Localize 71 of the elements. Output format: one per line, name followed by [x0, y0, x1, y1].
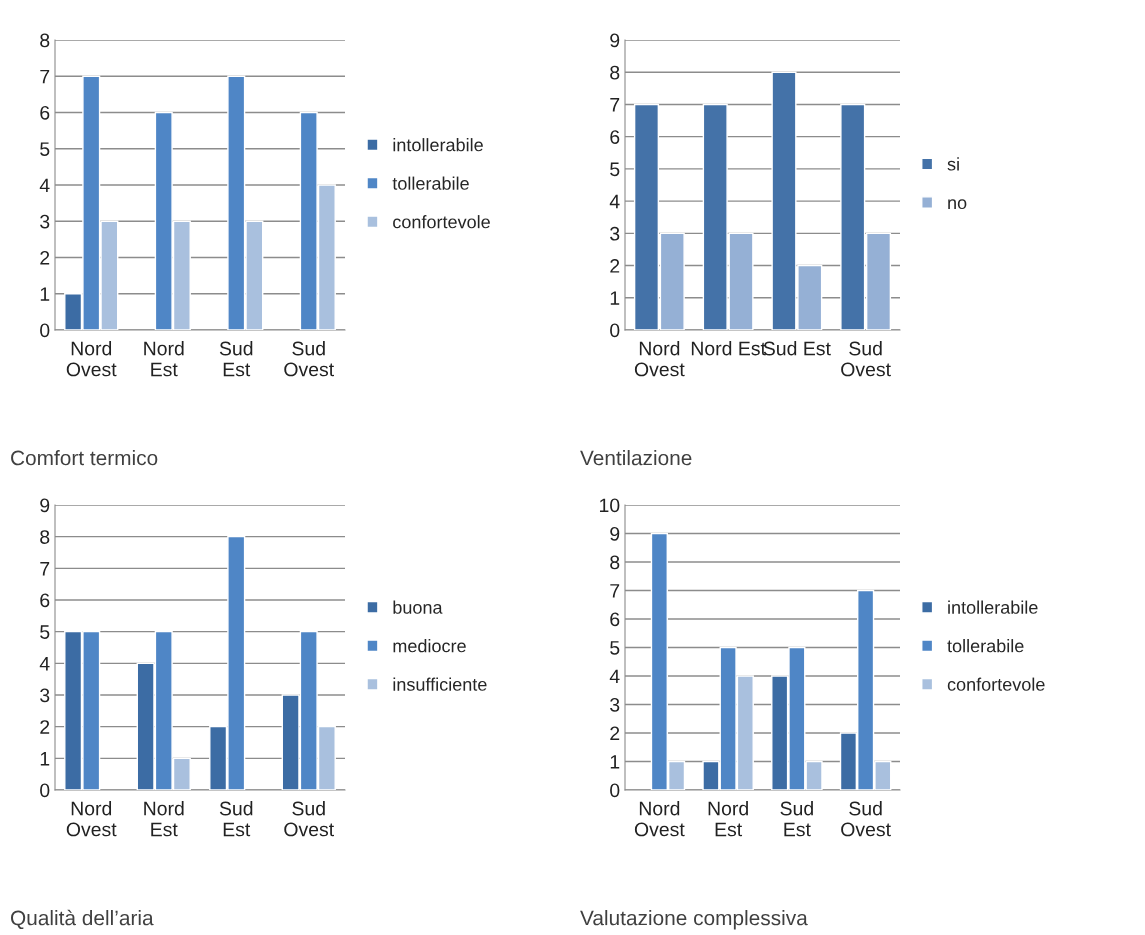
y-tick-label: 3	[40, 688, 50, 703]
text: Valutazione complessiva	[580, 910, 808, 930]
x-tick-label: Sud Est	[780, 801, 813, 837]
x-tick-label: Nord Ovest	[634, 341, 685, 377]
x-tick-label: Nord Est	[691, 341, 766, 356]
x-tick-label: Sud Ovest	[284, 801, 334, 837]
text: Comfort termico	[11, 450, 158, 466]
legend-label: mediocre	[393, 639, 466, 653]
legend-label: tollerabile	[947, 639, 1024, 653]
y-tick-label: 5	[40, 625, 50, 639]
x-tick-label: Sud Est	[219, 341, 253, 377]
x-tick-label: Nord Ovest	[66, 801, 117, 837]
y-tick-label: 8	[610, 555, 620, 570]
x-tick-label: Sud Ovest	[841, 801, 891, 837]
legend-label: confortevole	[393, 215, 490, 229]
y-tick-label: 0	[40, 783, 50, 798]
text: Ventilazione	[580, 450, 692, 466]
y-tick-label: 7	[610, 98, 620, 112]
y-tick-label: 3	[610, 226, 620, 241]
y-tick-label: 9	[40, 498, 50, 513]
legend-label: si	[947, 157, 959, 171]
y-tick-label: 6	[40, 105, 50, 120]
y-tick-label: 3	[610, 697, 620, 712]
y-tick-label: 0	[40, 323, 50, 338]
y-tick-label: 4	[39, 657, 50, 671]
y-tick-label: 6	[610, 130, 620, 144]
x-tick-label: Nord Est	[144, 801, 184, 837]
y-tick-label: 7	[40, 69, 50, 84]
text: Qualità dell’aria	[10, 909, 154, 930]
legend-label: no	[948, 199, 967, 210]
x-tick-label: Sud Est	[763, 341, 831, 356]
y-tick-label: 4	[39, 178, 50, 193]
y-tick-label: 2	[610, 259, 620, 273]
x-tick-label: Nord Est	[708, 801, 748, 837]
y-tick-label: 5	[40, 142, 50, 156]
x-tick-label: Sud Ovest	[284, 341, 334, 377]
y-tick-label: 2	[610, 726, 620, 741]
y-tick-label: 8	[40, 530, 50, 544]
y-tick-label: 4	[609, 669, 620, 684]
y-tick-label: 6	[40, 593, 50, 608]
y-tick-label: 8	[610, 65, 620, 80]
x-tick-label: Nord Ovest	[66, 341, 117, 377]
y-tick-label: 1	[40, 287, 50, 301]
legend-label: intollerabile	[948, 600, 1038, 614]
y-tick-label: 2	[40, 720, 50, 734]
y-tick-label: 7	[610, 584, 620, 598]
y-tick-label: 6	[610, 612, 620, 627]
y-tick-label: 5	[610, 641, 620, 655]
y-tick-label: 2	[40, 250, 50, 265]
x-tick-label: Nord Ovest	[634, 801, 685, 837]
y-tick-label: 10	[600, 498, 620, 513]
legend-label: buona	[393, 600, 443, 614]
legend-label: insufficiente	[393, 677, 487, 691]
y-tick-label: 1	[610, 291, 620, 305]
y-tick-label: 1	[610, 755, 620, 769]
legend-label: tollerabile	[392, 176, 469, 190]
y-tick-label: 3	[40, 214, 50, 229]
y-tick-label: 5	[610, 162, 620, 177]
y-tick-label: 7	[40, 562, 50, 576]
y-tick-label: 0	[610, 783, 620, 798]
y-tick-label: 9	[610, 33, 620, 48]
legend-label: intollerabile	[393, 138, 483, 152]
legend-label: confortevole	[947, 677, 1045, 691]
y-tick-label: 4	[609, 194, 620, 209]
y-tick-label: 0	[610, 323, 620, 338]
x-tick-label: Sud Est	[219, 801, 253, 837]
y-tick-label: 9	[610, 526, 620, 541]
y-tick-label: 1	[40, 752, 50, 766]
y-tick-label: 8	[40, 33, 50, 48]
x-tick-label: Nord Est	[144, 341, 184, 377]
x-tick-label: Sud Ovest	[841, 341, 891, 377]
